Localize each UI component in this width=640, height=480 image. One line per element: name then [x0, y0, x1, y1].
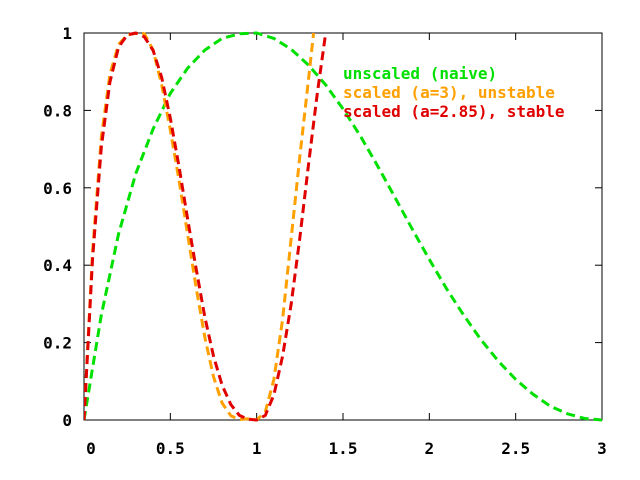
x-tick-label: 2.5: [501, 439, 530, 458]
series-line-scaled-a285-stable: [84, 31, 328, 422]
x-tick-label: 0.5: [156, 439, 185, 458]
x-tick-label: 0: [86, 439, 96, 458]
axis-tick-labels: 0 0.5 1 1.5 2 2.5 3 0 0.2 0.4 0.6 0.8 1: [43, 24, 607, 458]
y-tick-label: 0.6: [43, 179, 72, 198]
y-tick-label: 1: [62, 24, 72, 43]
x-tick-label: 1: [252, 439, 262, 458]
legend-entry-scaled-a285-stable: scaled (a=2.85), stable: [343, 102, 565, 121]
x-tick-label: 1.5: [329, 439, 358, 458]
y-tick-label: 0: [62, 411, 72, 430]
y-tick-label: 0.2: [43, 334, 72, 353]
series-line-scaled-a3-unstable: [84, 31, 316, 422]
legend-entry-unscaled-naive: unscaled (naive): [343, 64, 497, 83]
y-tick-label: 0.4: [43, 256, 72, 275]
y-tick-label: 0.8: [43, 101, 72, 120]
series-line-unscaled-naive: [84, 31, 602, 422]
x-tick-label: 2: [425, 439, 435, 458]
series-lines: [84, 31, 602, 422]
x-tick-label: 3: [597, 439, 607, 458]
legend-entry-scaled-a3-unstable: scaled (a=3), unstable: [343, 83, 555, 102]
legend: unscaled (naive)scaled (a=3), unstablesc…: [343, 64, 565, 121]
